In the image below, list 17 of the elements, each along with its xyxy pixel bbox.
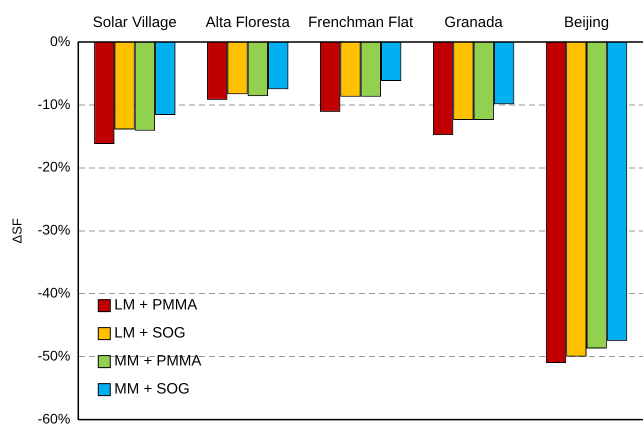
y-tick-label: -50% (38, 348, 70, 364)
y-tick-label: 0% (50, 32, 70, 49)
x-tick-label: Frenchman Flat (308, 14, 414, 32)
legend-label: LM + SOG (114, 324, 186, 342)
y-axis-title: ΔSF (9, 218, 24, 244)
legend-label: MM + PMMA (114, 352, 202, 370)
y-tick-label: -20% (38, 158, 70, 175)
y-tick-label: -10% (38, 96, 70, 112)
x-tick-label: Beijing (564, 14, 610, 32)
y-tick-label: -30% (38, 222, 70, 238)
x-tick-label: Alta Floresta (206, 14, 290, 32)
legend-label: MM + SOG (114, 380, 190, 398)
x-tick-label: Granada (444, 14, 504, 32)
legend-label: LM + PMMA (114, 296, 198, 314)
y-tick-label: -60% (38, 410, 70, 426)
x-tick-label: Solar Village (92, 14, 177, 32)
y-tick-label: -40% (38, 284, 70, 301)
